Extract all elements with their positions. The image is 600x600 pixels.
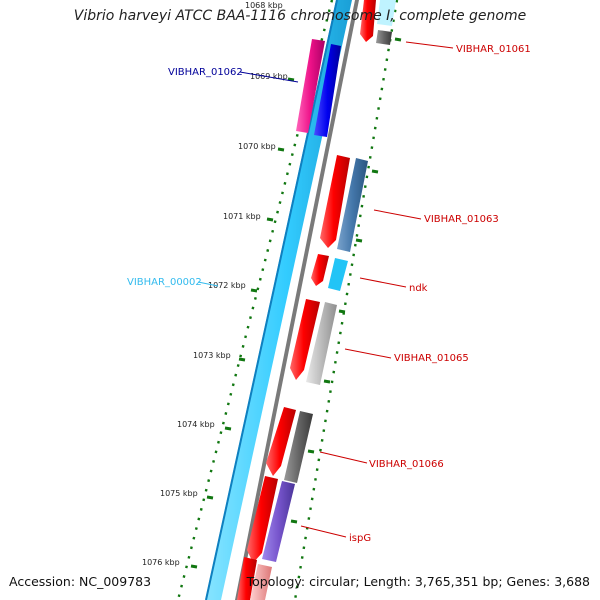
gene-label-ispg: ispG xyxy=(349,533,371,544)
label-leaders xyxy=(197,41,454,538)
gene-label-vibhar-00002: VIBHAR_00002 xyxy=(127,277,202,288)
feature-top-red xyxy=(360,0,376,42)
outer-tick-ring xyxy=(293,0,399,600)
gene-label-vibhar-01066: VIBHAR_01066 xyxy=(369,459,444,470)
cds-vibhar-01065 xyxy=(290,299,320,380)
tick-label-1071: 1071 kbp xyxy=(223,212,261,221)
gene-label-vibhar-01063: VIBHAR_01063 xyxy=(424,214,499,225)
tick-label-1070: 1070 kbp xyxy=(238,142,276,151)
gene-label-ndk: ndk xyxy=(409,283,428,294)
feature-purple-ispg xyxy=(262,481,295,562)
cds-vibhar-01063 xyxy=(320,155,350,248)
feature-pink-bottom xyxy=(250,564,272,600)
feature-gray-vibhar-01066 xyxy=(284,411,313,483)
gene-label-vibhar-01065: VIBHAR_01065 xyxy=(394,353,469,364)
tick-label-1076: 1076 kbp xyxy=(142,558,180,567)
tick-label-1075: 1075 kbp xyxy=(160,489,198,498)
cds-ndk xyxy=(311,254,329,286)
accession-text: Accession: NC_009783 xyxy=(9,574,152,589)
feature-blue-vibhar-01062 xyxy=(314,44,341,137)
backbone-cyan-ring xyxy=(205,0,352,600)
feature-lightgray-vibhar-01065 xyxy=(306,302,337,385)
tick-label-1068: 1068 kbp xyxy=(245,1,283,10)
scale-ticks xyxy=(190,77,295,569)
cds-bottom xyxy=(237,557,257,600)
feature-top-lightcyan xyxy=(377,0,396,26)
gene-label-vibhar-01061: VIBHAR_01061 xyxy=(456,44,531,55)
backbone-gray-line xyxy=(235,0,359,600)
feature-top-gray xyxy=(376,30,392,45)
tick-label-1073: 1073 kbp xyxy=(193,351,231,360)
map-title: Vibrio harveyi ATCC BAA-1116 chromosome … xyxy=(73,8,527,24)
cds-ispg xyxy=(247,476,278,563)
feature-steelblue-vibhar-01063 xyxy=(337,158,368,252)
genome-summary-text: Topology: circular; Length: 3,765,351 bp… xyxy=(246,574,590,589)
outer-scale-ticks xyxy=(290,37,402,524)
backbone-cyan-edge xyxy=(205,0,338,600)
tick-label-1074: 1074 kbp xyxy=(177,420,215,429)
tick-label-1072: 1072 kbp xyxy=(208,281,246,290)
feature-magenta xyxy=(296,39,325,133)
gene-label-vibhar-01062: VIBHAR_01062 xyxy=(168,67,243,78)
cds-vibhar-01066 xyxy=(266,407,296,476)
inner-tick-ring xyxy=(176,0,334,600)
feature-cyan-ndk xyxy=(328,258,348,291)
